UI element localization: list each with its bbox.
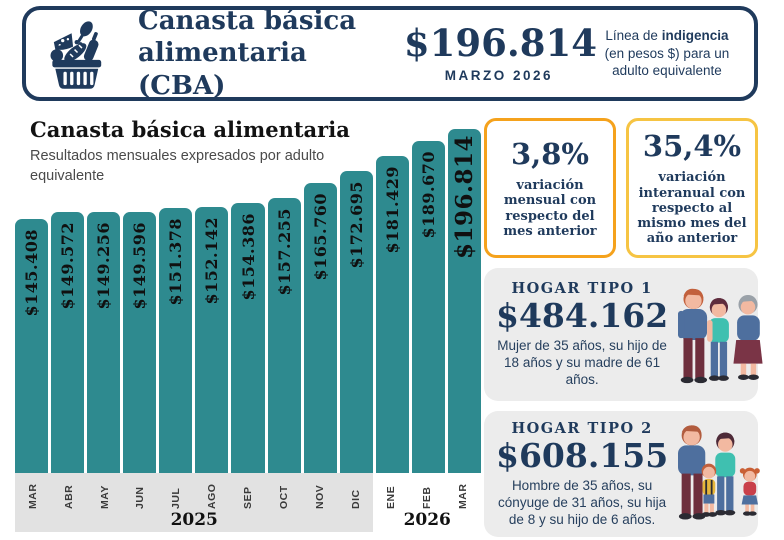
month-tick-label: ENE [385, 485, 398, 509]
month-tick-label: MAY [98, 485, 111, 509]
bar-sep-2025: $154.386 [231, 203, 265, 473]
bar-ene-2026: $181.429 [375, 156, 409, 473]
bar-value-label: $189.670 [418, 151, 438, 239]
bar-value-label: $181.429 [382, 166, 402, 254]
bar-mar-2026: $196.814 [447, 129, 482, 473]
bar-value-label: $154.386 [238, 213, 258, 301]
header-banner: Canasta básica alimentaria (CBA) $196.81… [22, 6, 758, 101]
household-type-2-desc: Hombre de 35 años, su cónyuge de 31 años… [498, 477, 667, 527]
monthly-variation-value: 3,8% [510, 136, 589, 171]
month-cell: SEP [230, 476, 266, 509]
month-row-2025: MAR ABR MAY JUN JUL AGO SEP OCT NOV DIC [15, 473, 373, 509]
bar-may-2025: $149.256 [87, 212, 121, 473]
month-tick-label: FEB [421, 486, 434, 510]
family-three-illustration [678, 288, 763, 384]
headline-period: MARZO 2026 [444, 67, 554, 83]
month-tick-label: JUN [134, 486, 147, 509]
month-cell: NOV [302, 476, 338, 509]
month-tick-label: OCT [277, 485, 290, 509]
bar-value-label: $145.408 [22, 229, 42, 317]
month-cell: MAR [445, 476, 481, 509]
monthly-variation-text: variación mensual con respecto del mes a… [503, 177, 597, 239]
bar-value-label: $151.378 [166, 218, 186, 306]
interannual-variation-box: 35,4% variación interanual con respecto … [626, 118, 758, 258]
food-basket-icon [50, 20, 102, 89]
month-cell: OCT [266, 476, 302, 509]
bar-feb-2026: $189.670 [411, 141, 445, 473]
month-cell: JUL [158, 476, 194, 509]
household-type-2-card: HOGAR TIPO 2 $608.155 Hombre de 35 años,… [484, 411, 761, 537]
interannual-variation-text: variación interanual con respecto al mis… [637, 170, 747, 247]
household-type-1-value: $484.162 [496, 296, 669, 336]
month-cell: ENE [373, 476, 409, 509]
chart-title: Canasta básica alimentaria [30, 117, 350, 142]
month-cell: FEB [409, 476, 445, 510]
month-cell: ABR [51, 476, 87, 509]
variation-row: 3,8% variación mensual con respecto del … [484, 118, 758, 258]
month-tick-label: AGO [206, 483, 219, 509]
bar-value-label: $157.255 [274, 208, 294, 296]
month-tick-label: MAR [457, 483, 470, 509]
household-type-2-title: HOGAR TIPO 2 [511, 419, 653, 437]
month-tick-label: ABR [62, 484, 75, 509]
bar-value-label: $149.572 [58, 222, 78, 310]
month-tick-label: MAR [26, 483, 39, 509]
bar-value-label: $149.596 [130, 222, 150, 310]
bar-value-label: $152.142 [202, 217, 222, 305]
bar-jun-2025: $149.596 [123, 212, 157, 473]
bar-oct-2025: $157.255 [267, 198, 301, 473]
month-cell: MAY [87, 476, 123, 509]
household-type-1-text: HOGAR TIPO 1 $484.162 Mujer de 35 años, … [496, 280, 668, 389]
bar-jul-2025: $151.378 [159, 208, 193, 473]
chart-header: Canasta básica alimentaria Resultados me… [30, 117, 360, 187]
right-panel: 3,8% variación mensual con respecto del … [484, 118, 763, 537]
month-row-2026: ENE FEB MAR [373, 473, 481, 509]
bar-plot: $145.408 $149.572 $149.256 $149.596 $151.378… [15, 129, 482, 473]
household-type-1-desc: Mujer de 35 años, su hijo de 18 años y s… [497, 338, 667, 388]
month-tick-label: DIC [349, 489, 362, 509]
indigence-line-label: Línea de indigencia (en pesos $) para un… [604, 27, 730, 79]
axis-segment-2026: ENE FEB MAR 2026 [373, 473, 481, 532]
household-type-1-card: HOGAR TIPO 1 $484.162 Mujer de 35 años, … [484, 268, 763, 401]
month-tick-label: NOV [313, 484, 326, 509]
month-cell: DIC [338, 476, 374, 509]
month-cell: MAR [15, 476, 51, 509]
month-cell: JUN [123, 476, 159, 509]
headline-value-block: $196.814 MARZO 2026 [403, 21, 597, 83]
bar-abr-2025: $149.572 [51, 212, 85, 473]
family-four-illustration [678, 424, 761, 519]
headline-value: $196.814 [403, 21, 597, 66]
household-type-1-title: HOGAR TIPO 1 [511, 280, 653, 298]
chart-subtitle: Resultados mensuales expresados por adul… [30, 148, 325, 185]
household-type-2-value: $608.155 [496, 435, 669, 475]
bar-nov-2025: $165.760 [303, 183, 337, 473]
interannual-variation-value: 35,4% [642, 129, 742, 164]
bar-dic-2025: $172.695 [339, 171, 373, 473]
month-cell: AGO [194, 476, 230, 509]
axis-segment-2025: MAR ABR MAY JUN JUL AGO SEP OCT NOV DIC 2025 [15, 473, 374, 532]
bar-ago-2025: $152.142 [195, 207, 229, 473]
bar-value-label: $172.695 [346, 181, 366, 269]
monthly-variation-box: 3,8% variación mensual con respecto del … [484, 118, 616, 258]
month-tick-label: JUL [170, 487, 183, 509]
bar-value-label: $196.814 [450, 135, 478, 260]
year-label-2026: 2026 [403, 510, 451, 530]
bar-value-label: $149.256 [94, 222, 114, 310]
household-type-2-text: HOGAR TIPO 2 $608.155 Hombre de 35 años,… [496, 420, 668, 529]
x-axis-band: MAR ABR MAY JUN JUL AGO SEP OCT NOV DIC 2025 ENE FEB… [15, 473, 481, 532]
year-label-2025: 2025 [170, 510, 218, 530]
page-title: Canasta básica alimentaria (CBA) [138, 5, 357, 101]
month-tick-label: SEP [241, 486, 254, 509]
bar-mar-2025: $145.408 [15, 219, 49, 473]
bar-value-label: $165.760 [310, 193, 330, 281]
